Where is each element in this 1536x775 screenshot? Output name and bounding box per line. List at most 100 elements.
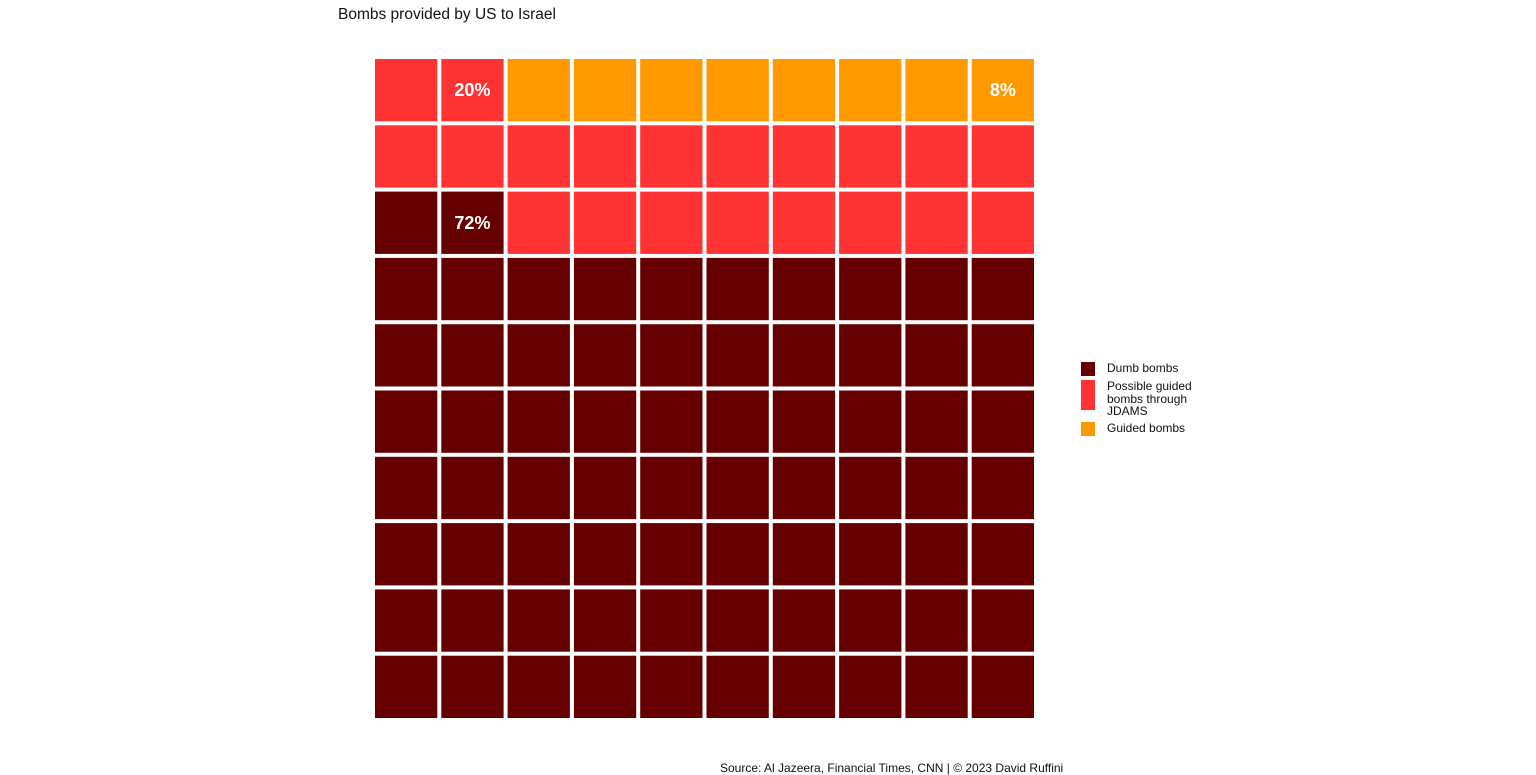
waffle-cell [375,523,438,586]
waffle-cell [772,324,836,387]
waffle-cell [971,589,1034,652]
waffle-cell [507,59,570,122]
waffle-cell [375,191,438,254]
legend-label: Dumb bombs [1107,361,1179,375]
waffle-cell [971,523,1034,586]
waffle-cell [772,589,836,652]
waffle-cell [839,257,902,321]
waffle-cell [839,523,902,586]
waffle-cell [905,589,968,652]
waffle-cell [441,456,504,520]
waffle-cell [375,125,438,188]
percent-label: 8% [990,80,1016,100]
waffle-cell [706,125,769,188]
waffle-cell [971,191,1034,254]
waffle-cell [640,125,703,188]
waffle-cell [573,589,637,652]
waffle-cell [971,59,1034,122]
waffle-cell [706,324,769,387]
legend-swatch [1081,421,1095,436]
waffle-cell [905,456,968,520]
waffle-cell [971,257,1034,321]
waffle-cell [772,390,836,453]
waffle-cell [640,655,703,718]
waffle-cell [573,191,637,254]
waffle-cell [905,390,968,453]
waffle-cell [507,125,570,188]
waffle-cell [375,59,438,122]
waffle-cell [573,59,637,122]
waffle-cell [640,589,703,652]
waffle-cell [640,390,703,453]
waffle-cell [971,390,1034,453]
chart-title: Bombs provided by US to Israel [338,6,556,23]
waffle-cell [507,589,570,652]
waffle-cell [706,191,769,254]
waffle-cell [905,324,968,387]
waffle-cell [507,191,570,254]
percent-label: 72% [454,213,490,233]
legend-label: Guided bombs [1107,420,1186,435]
waffle-cell [573,456,637,520]
waffle-cell [507,456,570,520]
waffle-cell [507,324,570,387]
waffle-cell [706,589,769,652]
waffle-cell [375,257,438,321]
legend-item-dumb-bombs: Dumb bombs [1081,362,1221,376]
waffle-cell [441,125,504,188]
waffle-cell [772,456,836,520]
waffle-cell [905,655,968,718]
waffle-cell [507,655,570,718]
waffle-cell [573,655,637,718]
waffle-cell [706,257,769,321]
waffle-cell [507,523,570,586]
waffle-cell [706,655,769,718]
waffle-cell [839,655,902,718]
waffle-cell [640,59,703,122]
waffle-cell [507,390,570,453]
legend: Dumb bombs Possible guided bombs through… [1081,362,1221,440]
waffle-cell [441,59,504,122]
waffle-cell [971,125,1034,188]
waffle-cell [905,523,968,586]
waffle-cell [772,59,836,122]
waffle-cell [772,257,836,321]
waffle-cell [640,456,703,520]
waffle-cell [640,257,703,321]
waffle-cell [839,125,902,188]
waffle-cell [905,257,968,321]
source-caption: Source: Al Jazeera, Financial Times, CNN… [720,761,1064,775]
waffle-cell [839,390,902,453]
waffle-cell [706,523,769,586]
waffle-cell [839,324,902,387]
waffle-cell [772,523,836,586]
waffle-cell [375,324,438,387]
waffle-cell [375,655,438,718]
waffle-cell [441,324,504,387]
waffle-cell [441,589,504,652]
waffle-cell [839,59,902,122]
waffle-cell [441,655,504,718]
waffle-cell [640,191,703,254]
waffle-cell [905,125,968,188]
waffle-cell [839,589,902,652]
waffle-cell [441,191,504,254]
waffle-cell [375,390,438,453]
legend-swatch [1081,380,1095,410]
waffle-cell [441,390,504,453]
waffle-cell [971,456,1034,520]
waffle-cell [772,655,836,718]
waffle-cell [640,523,703,586]
waffle-cell [839,191,902,254]
waffle-cell [640,324,703,387]
waffle-cell [507,257,570,321]
waffle-cell [905,59,968,122]
legend-label: Possible guided bombs through JDAMS [1107,379,1192,418]
waffle-cell [706,59,769,122]
waffle-cell [573,523,637,586]
waffle-cell [971,324,1034,387]
waffle-cell [375,456,438,520]
waffle-cell [971,655,1034,718]
legend-item-guided-bombs: Guided bombs [1081,420,1221,436]
waffle-cell [573,324,637,387]
